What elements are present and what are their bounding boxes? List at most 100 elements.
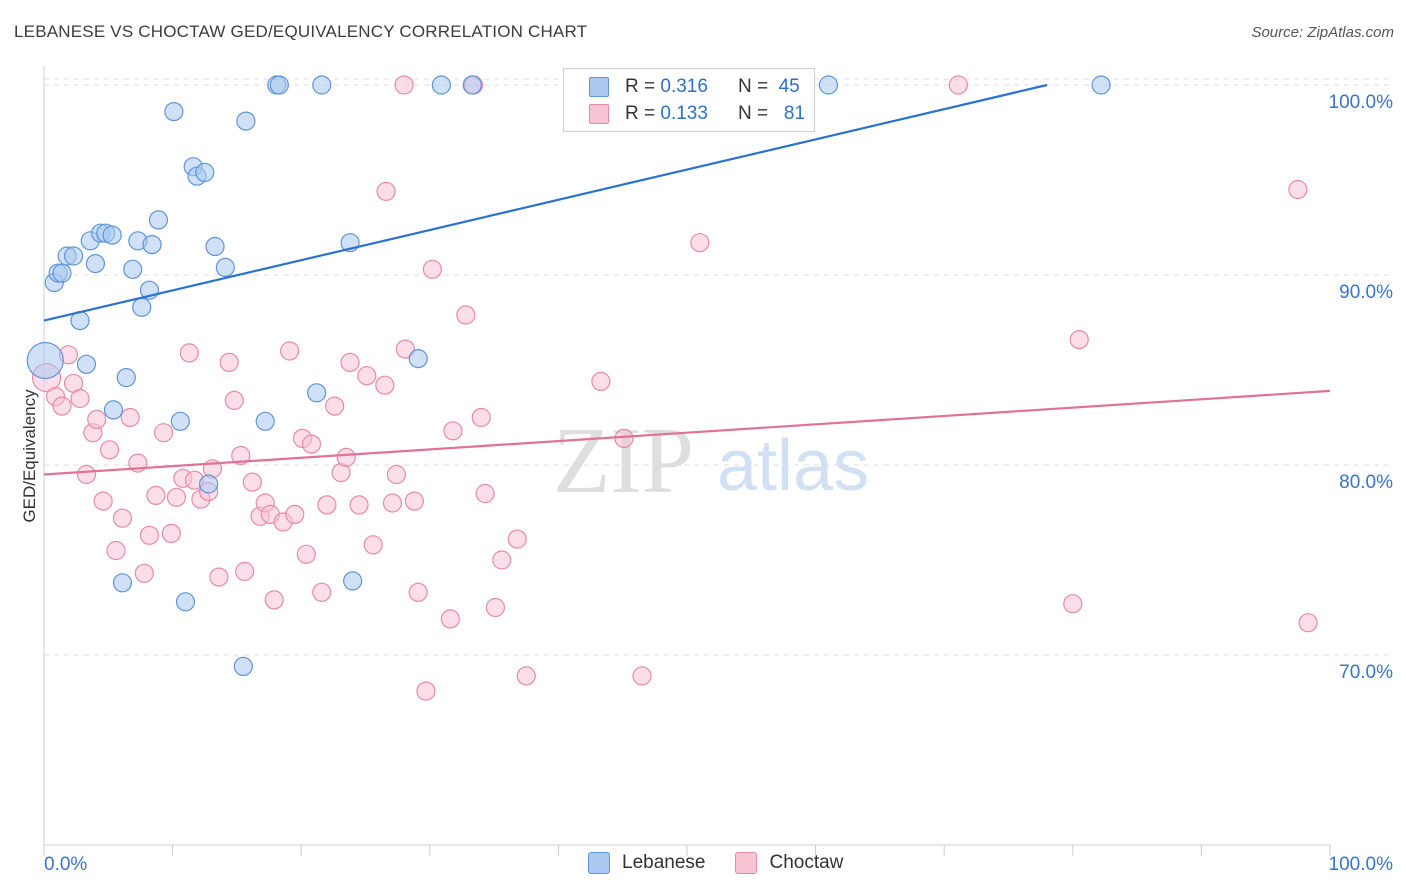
r-label: R = (625, 103, 656, 124)
chart-title: LEBANESE VS CHOCTAW GED/EQUIVALENCY CORR… (14, 22, 588, 41)
lebanese-point (236, 111, 256, 131)
watermark-zip: ZIP (553, 409, 694, 513)
lebanese-point (431, 75, 451, 95)
lebanese-point (205, 236, 225, 257)
choctaw-point (416, 681, 436, 701)
lebanese-point (132, 297, 152, 317)
lebanese-point (148, 210, 169, 230)
lebanese-point (85, 254, 106, 274)
choctaw-point (408, 582, 428, 602)
choctaw-point (106, 540, 126, 561)
choctaw-point (112, 508, 133, 528)
choctaw-point (161, 523, 181, 544)
n-label: N = (737, 103, 769, 124)
choctaw-point (235, 561, 255, 582)
choctaw-point (301, 434, 322, 454)
lebanese-point (103, 400, 124, 420)
lebanese-point (102, 225, 122, 245)
choctaw-point (139, 525, 160, 545)
n-value: 45 (778, 76, 800, 97)
choctaw-point (948, 75, 968, 95)
choctaw-point (422, 259, 442, 279)
choctaw-point (404, 491, 424, 511)
choctaw-point (231, 445, 251, 466)
choctaw-point (120, 407, 140, 428)
choctaw-point (87, 409, 107, 429)
choctaw-point (93, 491, 113, 511)
choctaw-point (357, 366, 377, 386)
choctaw-point (1069, 330, 1089, 350)
choctaw-point (632, 666, 652, 686)
lebanese-swatch (589, 77, 609, 97)
x-tick-label: 100.0% (1329, 854, 1394, 875)
lebanese-point (408, 349, 428, 369)
lebanese-point (52, 263, 72, 283)
choctaw-point (70, 388, 90, 409)
x-tick-label: 0.0% (44, 854, 87, 875)
lebanese-trend-line (43, 83, 1048, 322)
choctaw-point (1063, 594, 1083, 614)
choctaw-point (1288, 179, 1308, 200)
lebanese-point (199, 474, 219, 494)
lebanese-point (818, 75, 839, 95)
lebanese-point (63, 246, 84, 266)
choctaw-point (614, 428, 634, 448)
choctaw-trend-line (43, 389, 1331, 476)
lebanese-point (76, 354, 97, 374)
choctaw-point (280, 341, 300, 361)
lebanese-point (112, 573, 133, 593)
n-label: N = (737, 76, 769, 97)
lebanese-point (116, 368, 136, 388)
lebanese-point (164, 101, 184, 122)
choctaw-point (296, 544, 316, 564)
choctaw-point (242, 472, 262, 492)
choctaw-point (363, 535, 383, 555)
lebanese-point (312, 75, 332, 95)
choctaw-point (285, 504, 305, 525)
lebanese-swatch (588, 852, 610, 874)
lebanese-point (269, 75, 289, 95)
choctaw-point (209, 567, 229, 587)
series-legend: Lebanese Choctaw (588, 852, 873, 874)
choctaw-point (394, 75, 414, 95)
choctaw-point (492, 550, 512, 570)
y-axis-title: GED/Equivalency (20, 389, 39, 523)
choctaw-point (507, 529, 527, 549)
lebanese-point (26, 341, 64, 380)
y-tick-label: 80.0% (1339, 472, 1393, 493)
n-value: 81 (783, 103, 806, 124)
y-tick-label: 90.0% (1339, 282, 1393, 303)
choctaw-point (475, 483, 495, 504)
choctaw-point (443, 421, 463, 441)
source-label: Source: ZipAtlas.com (1251, 24, 1394, 41)
lebanese-point (215, 257, 235, 277)
lebanese-point (1091, 75, 1111, 95)
lebanese-points (26, 75, 1111, 677)
lebanese-point (233, 656, 253, 677)
axis-labels: 70.0% 80.0% 90.0% 100.0% 0.0% 100.0% GED/Equiv… (20, 92, 1393, 875)
choctaw-point (516, 666, 536, 686)
choctaw-point (456, 305, 476, 325)
y-tick-label: 70.0% (1339, 662, 1393, 683)
r-value: 0.133 (660, 103, 708, 124)
legend-item-choctaw[interactable]: Choctaw (735, 852, 843, 874)
lebanese-point (142, 235, 162, 255)
choctaw-point (591, 371, 611, 391)
choctaw-point (264, 590, 284, 610)
legend-label: Choctaw (769, 852, 844, 873)
choctaw-point (382, 493, 403, 513)
legend-row-choctaw: R = 0.133 N = 81 (589, 101, 805, 127)
choctaw-point (386, 464, 406, 485)
lebanese-point (255, 411, 275, 431)
choctaw-point (134, 563, 154, 583)
choctaw-point (395, 339, 415, 359)
choctaw-point (52, 396, 72, 416)
choctaw-point (76, 464, 97, 485)
trend-lines (43, 83, 1331, 476)
legend-item-lebanese[interactable]: Lebanese (588, 852, 705, 874)
lebanese-point (462, 75, 482, 95)
choctaw-swatch (589, 104, 609, 124)
axes (43, 66, 1331, 856)
choctaw-point (146, 485, 166, 505)
